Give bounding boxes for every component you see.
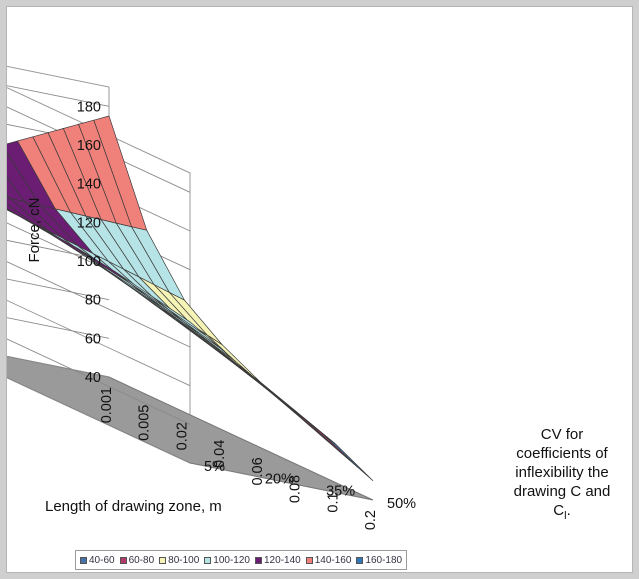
- z-tick-label: 40: [85, 370, 101, 386]
- y-axis-title-line-4: drawing C and: [514, 483, 611, 500]
- gridline: [7, 278, 191, 387]
- legend-label: 40-60: [89, 554, 115, 566]
- x-tick-label: 0.005: [137, 405, 153, 441]
- x-tick-label: 0.02: [174, 422, 190, 450]
- x-tick-label: 0.06: [250, 457, 266, 485]
- z-tick-label: 120: [77, 215, 101, 231]
- y-axis-ticks: 5% 20% 35% 50%: [204, 459, 416, 512]
- z-tick-label: 80: [85, 293, 101, 309]
- legend-swatch: [255, 556, 262, 564]
- legend-item: 120-140: [255, 555, 301, 566]
- x-tick-label: 0.001: [99, 387, 115, 423]
- legend-swatch: [356, 556, 364, 564]
- legend-label: 60-80: [128, 554, 155, 566]
- z-tick-label: 180: [77, 99, 101, 115]
- x-tick-label: 0.04: [212, 440, 228, 468]
- legend-item: 100-120: [204, 555, 250, 566]
- x-tick-label: 0.08: [288, 475, 304, 503]
- legend-item: 60-80: [119, 554, 155, 566]
- y-axis-title-line-2: coefficients of: [516, 445, 608, 462]
- x-axis-title: Length of drawing zone, m: [45, 498, 222, 515]
- legend-label: 80-100: [168, 554, 200, 566]
- y-axis-title-line-5: Cl.: [553, 502, 570, 522]
- legend-swatch: [119, 556, 127, 564]
- legend-label: 160-180: [365, 554, 403, 566]
- legend-item: 80-100: [159, 555, 199, 566]
- x-axis-ticks: 0.001 0.005 0.02 0.04 0.06 0.08 0.1 0.2: [99, 387, 379, 530]
- y-tick-label: 50%: [387, 496, 416, 512]
- gridline: [7, 239, 191, 348]
- x-tick-label: 0.1: [325, 492, 341, 512]
- y-tick-label: 20%: [265, 471, 294, 487]
- z-axis-ticks: 40 60 80 100 120 140 160 180: [77, 99, 101, 386]
- z-axis-title: Force, cN: [26, 197, 43, 262]
- surface-cell: [7, 209, 55, 237]
- gridline: [7, 355, 191, 464]
- surface-cell: [7, 194, 11, 199]
- legend-label: 100-120: [213, 554, 250, 566]
- legend-label: 120-140: [264, 554, 301, 566]
- y-axis-title-line-3: inflexibility the: [515, 464, 608, 481]
- legend-swatch: [305, 556, 313, 564]
- chart-frame: 40 60 80 100 120 140 160 180 0.001 0.005 0.02 0.04…: [6, 6, 633, 573]
- gridline: [7, 317, 191, 425]
- legend-swatch: [80, 556, 87, 564]
- legend-swatch: [159, 556, 167, 564]
- z-tick-label: 60: [85, 331, 101, 347]
- legend: 40-60 60-80 80-100 100-120 120-140 140-160 160…: [75, 550, 408, 570]
- y-axis-title-line-1: CV for: [541, 426, 584, 443]
- z-tick-label: 140: [77, 177, 101, 193]
- legend-swatch: [204, 556, 212, 564]
- z-tick-label: 100: [77, 254, 101, 270]
- legend-label: 140-160: [314, 554, 352, 566]
- legend-item: 140-160: [305, 554, 352, 566]
- y-tick-label: 5%: [204, 459, 225, 475]
- x-tick-label: 0.2: [363, 510, 379, 530]
- y-axis-title: CV for coefficients of inflexibility the…: [514, 426, 611, 522]
- surface-chart: 40 60 80 100 120 140 160 180 0.001 0.005 0.02 0.04…: [7, 65, 611, 530]
- y-tick-label: 35%: [326, 484, 355, 500]
- surface-cell: [206, 334, 261, 382]
- surface-mesh: [7, 115, 374, 481]
- z-tick-label: 160: [77, 138, 101, 154]
- legend-item: 160-180: [356, 555, 402, 566]
- legend-item: 40-60: [80, 555, 115, 566]
- surface-cell: [7, 208, 17, 216]
